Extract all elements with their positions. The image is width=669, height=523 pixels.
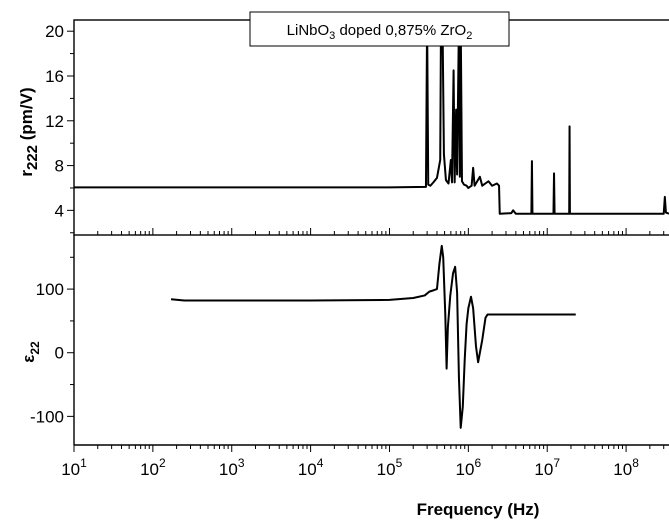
y-tick-label: 12 (45, 112, 64, 131)
r222-series-line (74, 19, 669, 215)
x-tick-label: 102 (140, 456, 166, 479)
epsilon22-series-line (170, 244, 576, 429)
chart-title-frame (249, 11, 510, 47)
y-tick-label: 16 (45, 67, 64, 86)
y-tick-label: 100 (36, 280, 64, 299)
x-tick-label: 108 (613, 456, 639, 479)
bottom-panel: -100 0 100 101 102 103 104 105 106 107 108 (30, 235, 669, 479)
x-tick-label: 105 (377, 456, 403, 479)
x-tick-label: 103 (219, 456, 245, 479)
y-tick-label: 4 (55, 201, 64, 220)
x-tick-label: 107 (534, 456, 560, 479)
chart-title: LiNbO3 doped 0,875% ZrO2 (287, 22, 473, 42)
y-tick-label: 20 (45, 22, 64, 41)
y-tick-label: 8 (55, 157, 64, 176)
x-tick-label: 106 (456, 456, 482, 479)
top-plot-frame (73, 19, 669, 236)
x-tick-label: 104 (298, 456, 324, 479)
top-panel: 4 8 12 16 20 (45, 19, 669, 236)
x-tick-label: 101 (61, 456, 87, 479)
x-axis-title: Frequency (Hz) (417, 500, 540, 519)
y-tick-label: 0 (55, 344, 64, 363)
top-y-ticks: 4 8 12 16 20 (45, 22, 74, 234)
chart-title-box: LiNbO3 doped 0,875% ZrO2 (249, 11, 510, 47)
y-tick-label: -100 (30, 407, 64, 426)
top-x-ticks (73, 228, 665, 235)
top-y-axis-title: r222 (pm/V) (17, 87, 41, 176)
bottom-y-axis-title: ε22 (19, 341, 42, 363)
bottom-x-ticks: 101 102 103 104 105 106 107 108 (61, 445, 665, 479)
bottom-y-ticks: -100 0 100 (30, 256, 74, 426)
